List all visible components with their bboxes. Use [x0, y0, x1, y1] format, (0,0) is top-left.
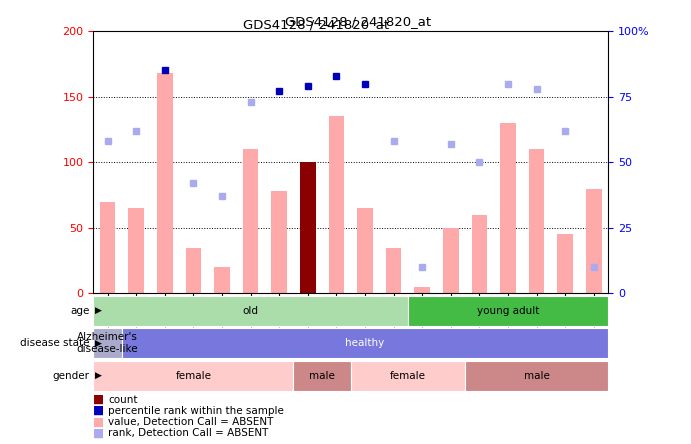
Bar: [500, 123, 516, 293]
Bar: [471, 215, 487, 293]
Text: young adult: young adult: [477, 306, 539, 316]
Text: female: female: [176, 371, 211, 381]
Bar: [529, 149, 545, 293]
Text: gender: gender: [53, 371, 90, 381]
Bar: [294, 361, 351, 391]
Bar: [386, 248, 401, 293]
Bar: [93, 361, 294, 391]
Text: ■: ■: [93, 393, 104, 406]
Bar: [272, 191, 287, 293]
Text: percentile rank within the sample: percentile rank within the sample: [108, 406, 285, 416]
Bar: [465, 361, 608, 391]
Text: GDS4128 / 241820_at: GDS4128 / 241820_at: [285, 16, 431, 28]
Bar: [300, 163, 316, 293]
Bar: [351, 361, 465, 391]
Text: ▶: ▶: [95, 339, 102, 348]
Bar: [214, 267, 230, 293]
Bar: [357, 208, 373, 293]
Text: ■: ■: [93, 404, 104, 417]
Text: ▶: ▶: [95, 371, 102, 380]
Bar: [558, 234, 573, 293]
Text: GDS4128 / 241820_at: GDS4128 / 241820_at: [243, 18, 389, 31]
Bar: [185, 248, 201, 293]
Text: ▶: ▶: [95, 306, 102, 315]
Bar: [443, 228, 459, 293]
Bar: [243, 149, 258, 293]
Text: male: male: [524, 371, 549, 381]
Text: Alzheimer's
disease-like: Alzheimer's disease-like: [77, 333, 138, 354]
Text: count: count: [108, 395, 138, 404]
Text: rank, Detection Call = ABSENT: rank, Detection Call = ABSENT: [108, 428, 269, 438]
Text: female: female: [390, 371, 426, 381]
Text: male: male: [309, 371, 335, 381]
Text: ■: ■: [93, 426, 104, 440]
Text: age: age: [70, 306, 90, 316]
Text: value, Detection Call = ABSENT: value, Detection Call = ABSENT: [108, 417, 274, 427]
Bar: [93, 328, 122, 358]
Text: old: old: [243, 306, 258, 316]
Text: ■: ■: [93, 415, 104, 428]
Bar: [157, 73, 173, 293]
Bar: [93, 296, 408, 326]
Text: disease state: disease state: [20, 338, 90, 348]
Text: healthy: healthy: [346, 338, 385, 348]
Bar: [100, 202, 115, 293]
Bar: [415, 287, 430, 293]
Bar: [129, 208, 144, 293]
Bar: [586, 189, 602, 293]
Bar: [328, 116, 344, 293]
Bar: [408, 296, 608, 326]
